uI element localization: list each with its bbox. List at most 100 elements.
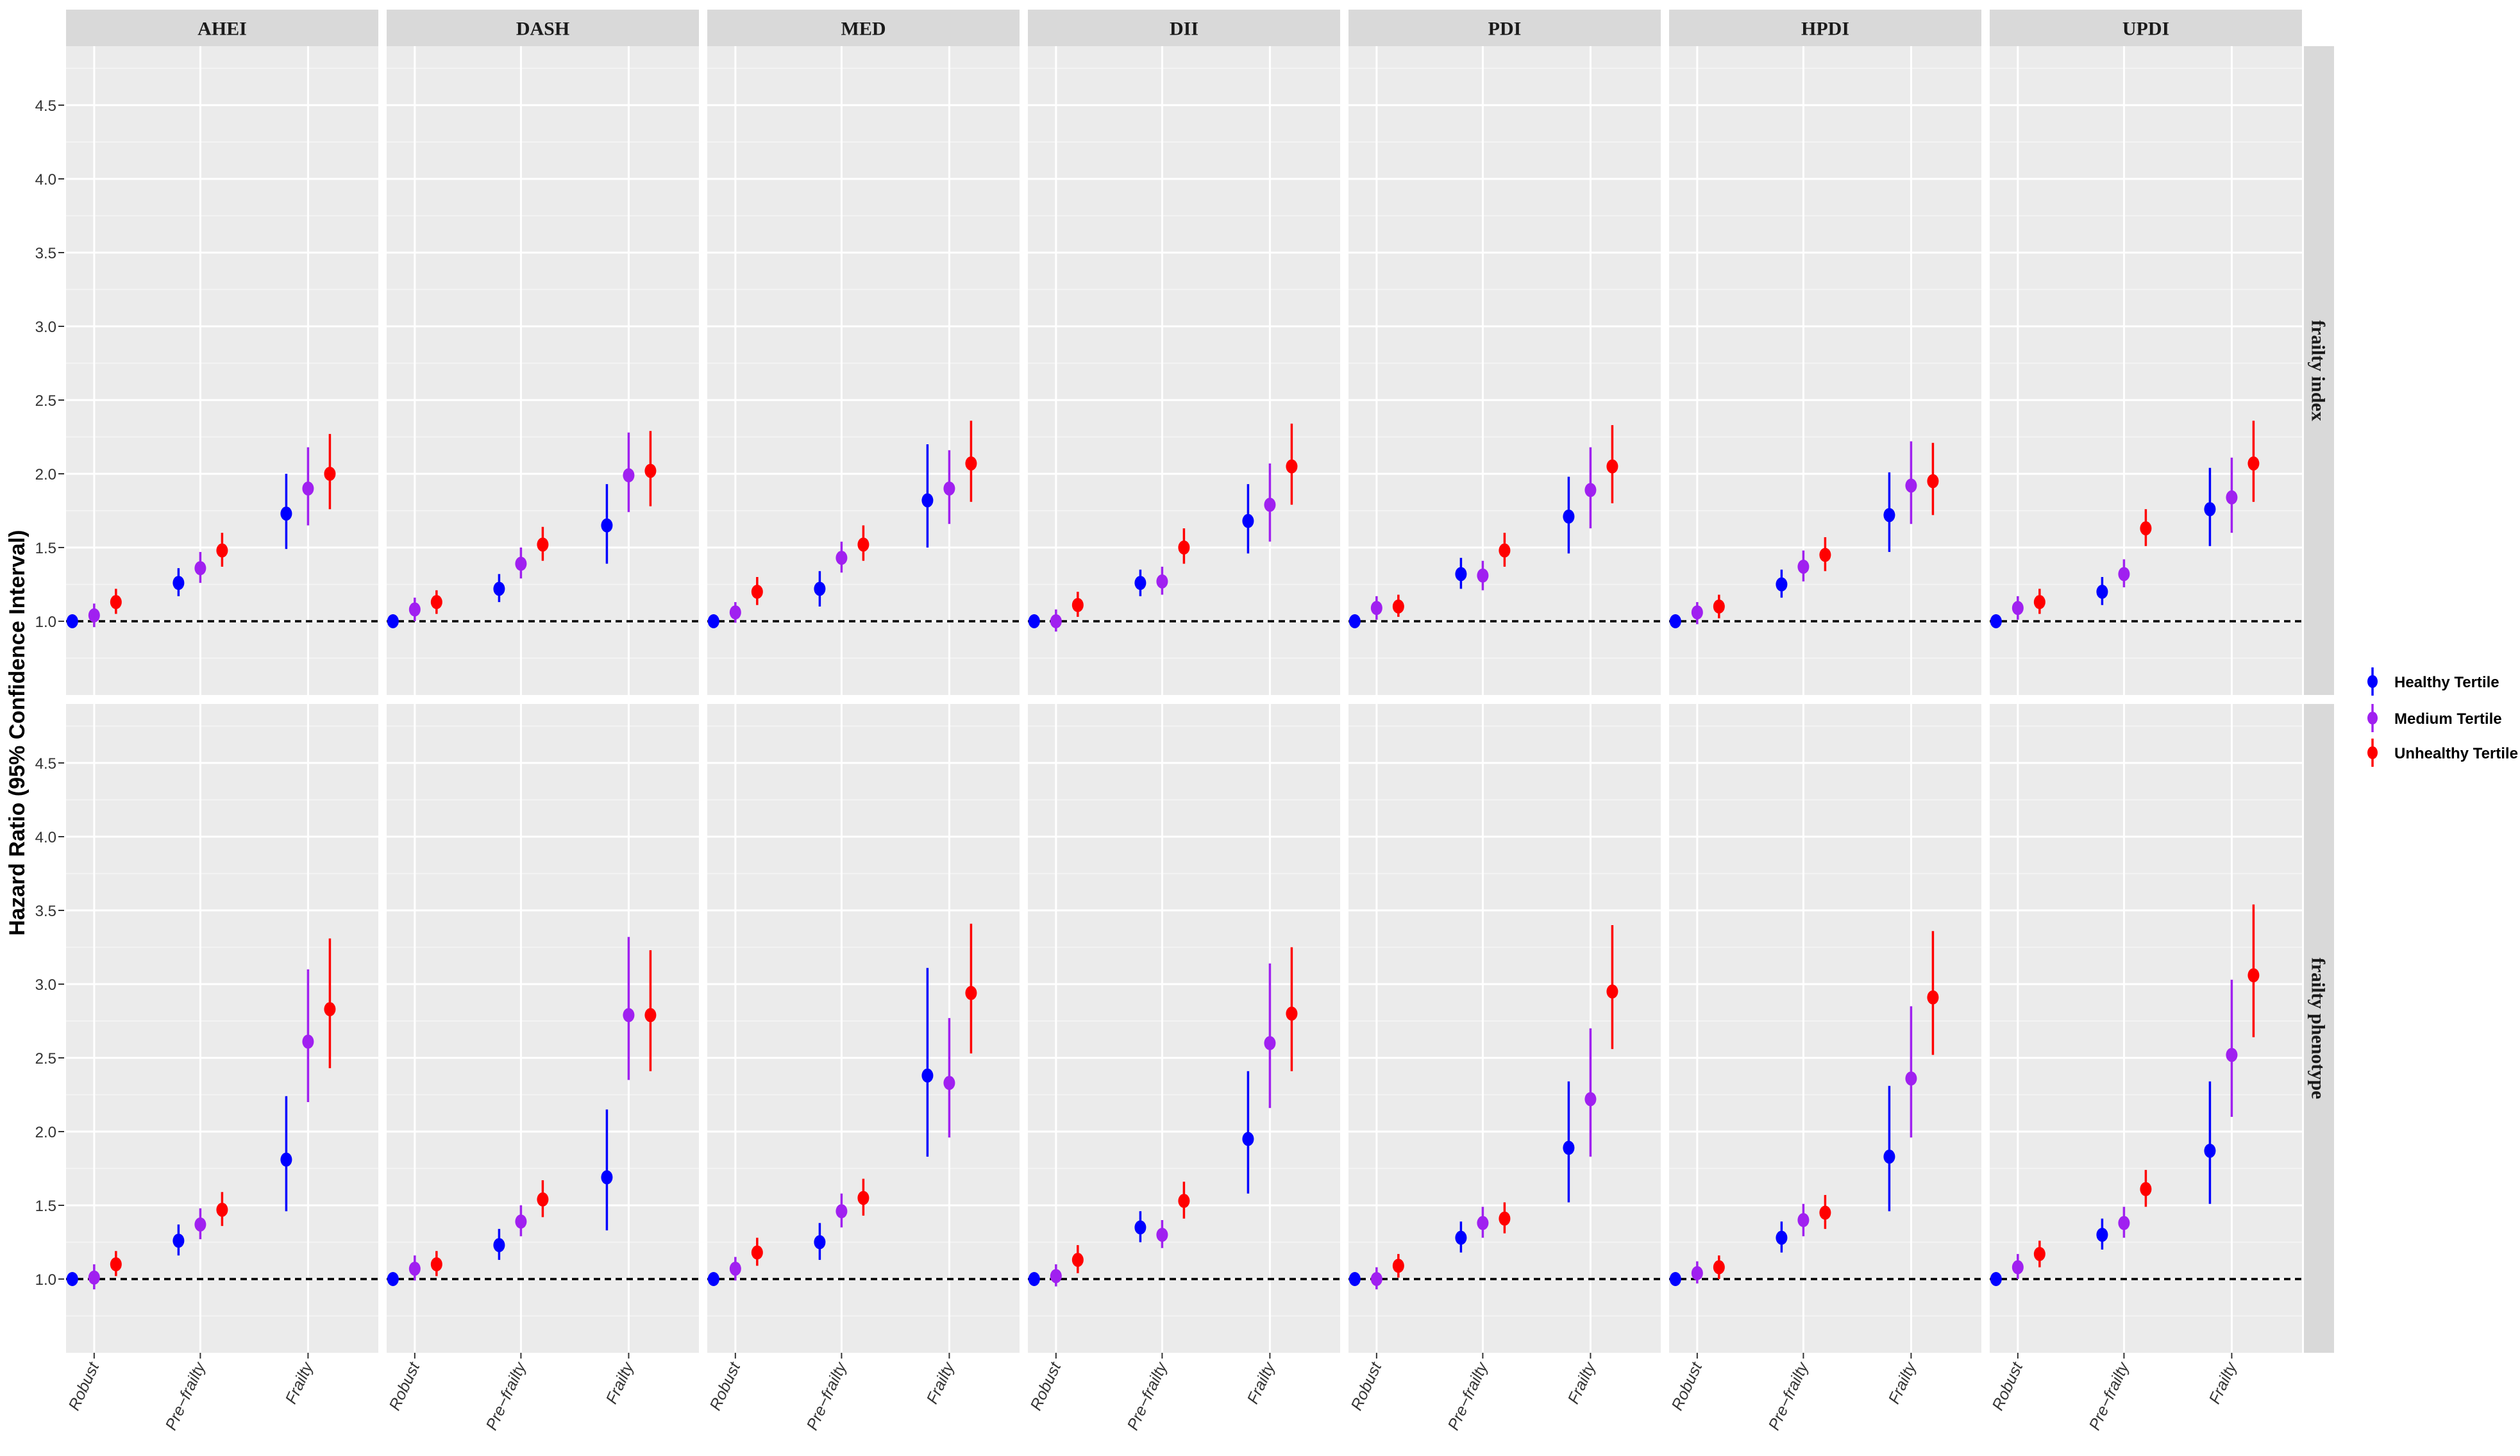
estimate-point xyxy=(1797,1213,1810,1227)
estimate-point xyxy=(2096,1228,2108,1242)
panel-background xyxy=(1348,46,1661,695)
estimate-point xyxy=(493,582,505,596)
y-tick-label: 2.0 xyxy=(35,1124,56,1141)
facet-strip-med xyxy=(707,10,1020,46)
estimate-point xyxy=(2033,1246,2045,1261)
facet-strip-label-med: MED xyxy=(841,19,886,40)
estimate-point xyxy=(1477,568,1489,583)
estimate-point xyxy=(1606,984,1618,999)
panel-background xyxy=(1669,46,1981,695)
estimate-point xyxy=(1028,1272,1040,1286)
estimate-point xyxy=(1242,514,1254,528)
estimate-point xyxy=(493,1238,505,1253)
estimate-point xyxy=(965,985,977,1000)
legend-key-point xyxy=(2367,746,2378,759)
legend: Healthy Tertile Medium Tertile Unhealthy T… xyxy=(2367,667,2518,767)
estimate-point xyxy=(302,481,314,496)
y-tick-label: 4.5 xyxy=(35,97,56,115)
estimate-point xyxy=(430,1257,442,1271)
estimate-point xyxy=(1819,1205,1831,1220)
estimate-point xyxy=(1883,1150,1895,1164)
facet-strip-label-ahei: AHEI xyxy=(197,19,247,40)
panel-dii-frailty-phenotype xyxy=(1028,704,1340,1353)
estimate-point xyxy=(857,1191,869,1205)
y-tick-label: 1.0 xyxy=(35,614,56,631)
estimate-point xyxy=(515,1214,527,1229)
x-tick-label: Pre−frailty xyxy=(803,1359,851,1433)
estimate-point xyxy=(1927,990,1939,1005)
x-tick-label: Robust xyxy=(1027,1359,1064,1414)
estimate-point xyxy=(1669,1272,1681,1286)
estimate-point xyxy=(921,493,934,508)
estimate-point xyxy=(2204,1143,2216,1158)
legend-item-medium-tertile: Medium Tertile xyxy=(2367,704,2502,732)
panel-med-frailty-phenotype xyxy=(707,704,1020,1353)
estimate-point xyxy=(1905,1071,1917,1086)
estimate-point xyxy=(1563,1141,1575,1155)
estimate-point xyxy=(1178,1194,1190,1209)
estimate-point xyxy=(537,537,549,552)
legend-label: Healthy Tertile xyxy=(2394,674,2499,691)
estimate-point xyxy=(1499,1211,1511,1226)
legend-item-healthy-tertile: Healthy Tertile xyxy=(2367,667,2499,696)
estimate-point xyxy=(408,602,421,617)
estimate-point xyxy=(110,1257,122,1271)
estimate-point xyxy=(921,1068,934,1083)
legend-label: Unhealthy Tertile xyxy=(2394,745,2518,762)
panel-ahei-frailty-phenotype xyxy=(66,704,378,1353)
panel-background xyxy=(1990,46,2302,695)
estimate-point xyxy=(2140,1182,2152,1196)
x-tick-label: Pre−frailty xyxy=(2086,1359,2133,1433)
panel-pdi-frailty-phenotype xyxy=(1348,704,1661,1353)
estimate-point xyxy=(965,456,977,471)
legend-key-point xyxy=(2367,675,2378,688)
y-tick-label: 2.5 xyxy=(35,392,56,410)
estimate-point xyxy=(66,614,78,628)
row-strip-label-frailty-phenotype: frailty phenotype xyxy=(2308,958,2329,1100)
legend-label: Medium Tertile xyxy=(2394,710,2502,728)
estimate-point xyxy=(1669,614,1681,628)
x-tick-label: Robust xyxy=(1347,1359,1385,1414)
estimate-point xyxy=(1584,1092,1597,1107)
facet-strip-ahei xyxy=(66,10,378,46)
estimate-point xyxy=(387,614,399,628)
estimate-point xyxy=(408,1261,421,1276)
estimate-point xyxy=(2226,1048,2238,1062)
estimate-point xyxy=(601,518,613,533)
legend-key-point xyxy=(2367,712,2378,724)
estimate-point xyxy=(2033,595,2045,610)
panel-background xyxy=(1028,704,1340,1353)
x-tick-label: Frailty xyxy=(282,1359,317,1407)
facet-strip-label-pdi: PDI xyxy=(1488,19,1522,40)
estimate-point xyxy=(1883,508,1895,523)
estimate-point xyxy=(943,1076,955,1091)
estimate-point xyxy=(1392,1259,1404,1273)
estimate-point xyxy=(515,556,527,571)
panel-hpdi-frailty-phenotype xyxy=(1669,704,1981,1353)
estimate-point xyxy=(280,1152,292,1167)
estimate-point xyxy=(172,1234,185,1248)
panel-background xyxy=(66,46,378,695)
estimate-point xyxy=(1776,577,1788,592)
estimate-point xyxy=(1713,599,1725,614)
estimate-point xyxy=(1050,614,1062,628)
estimate-point xyxy=(1392,599,1404,614)
estimate-point xyxy=(943,481,955,496)
y-tick-label: 2.0 xyxy=(35,466,56,483)
estimate-point xyxy=(1370,1272,1382,1286)
estimate-point xyxy=(1264,1036,1276,1050)
estimate-point xyxy=(1156,1228,1168,1242)
x-tick-label: Frailty xyxy=(603,1359,638,1407)
y-tick-label: 4.0 xyxy=(35,829,56,846)
facet-strip-label-dash: DASH xyxy=(516,19,569,40)
facet-strip-hpdi xyxy=(1669,10,1981,46)
estimate-point xyxy=(1071,1253,1084,1268)
panel-dash-frailty-index xyxy=(387,46,699,695)
estimate-point xyxy=(1286,1007,1298,1021)
estimate-point xyxy=(836,1204,848,1219)
panel-dash-frailty-phenotype xyxy=(387,704,699,1353)
panel-background xyxy=(1028,46,1340,695)
estimate-point xyxy=(66,1272,78,1286)
facet-strip-pdi xyxy=(1348,10,1661,46)
